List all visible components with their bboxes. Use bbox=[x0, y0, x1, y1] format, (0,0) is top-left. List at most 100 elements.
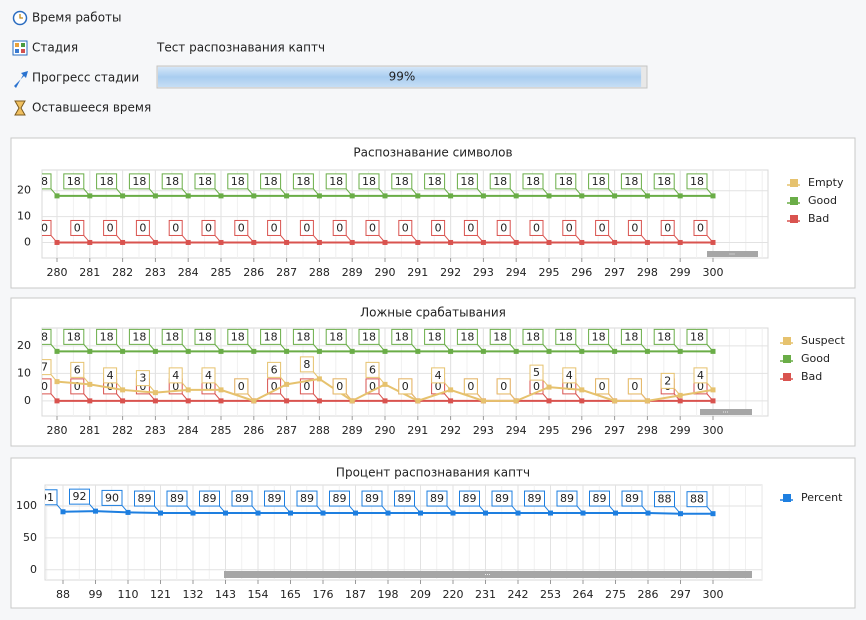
data-label: 4 bbox=[107, 369, 114, 382]
label-connector bbox=[247, 188, 255, 197]
x-tick-label: 293 bbox=[473, 424, 494, 437]
data-label: 89 bbox=[625, 492, 639, 505]
label-connector bbox=[83, 344, 91, 352]
label-connector bbox=[509, 393, 517, 402]
label-box bbox=[42, 219, 52, 236]
label-box bbox=[201, 219, 216, 236]
data-label: 8 bbox=[303, 358, 310, 371]
data-label: 18 bbox=[231, 330, 245, 343]
x-tick-label: 291 bbox=[407, 424, 428, 437]
label-connector bbox=[477, 235, 484, 243]
data-label: 0 bbox=[467, 380, 474, 393]
label-connector bbox=[149, 235, 156, 243]
stage-icon bbox=[12, 40, 28, 56]
label-connector bbox=[575, 235, 583, 243]
row-label: Прогресс стадии bbox=[32, 71, 139, 85]
label-box bbox=[69, 488, 90, 505]
label-box bbox=[627, 219, 642, 236]
data-label: 0 bbox=[369, 380, 376, 393]
label-connector bbox=[83, 235, 91, 243]
row-label: Время работы bbox=[32, 11, 122, 25]
data-label: 0 bbox=[205, 380, 212, 393]
data-label: 89 bbox=[333, 492, 347, 505]
data-label: 18 bbox=[329, 330, 343, 343]
legend-marker bbox=[790, 197, 798, 205]
label-connector bbox=[706, 382, 714, 391]
legend-label: Suspect bbox=[801, 334, 845, 347]
label-connector bbox=[251, 505, 259, 514]
data-label: 0 bbox=[435, 221, 442, 234]
x-tick-label: 300 bbox=[703, 266, 724, 279]
label-box bbox=[459, 490, 480, 507]
label-connector bbox=[608, 188, 615, 197]
label-connector bbox=[511, 505, 519, 514]
label-box bbox=[135, 219, 150, 236]
x-tick-label: 220 bbox=[443, 588, 464, 601]
legend-marker bbox=[790, 215, 798, 223]
data-label: 18 bbox=[165, 175, 179, 188]
label-box bbox=[391, 173, 413, 190]
label-connector bbox=[706, 188, 714, 197]
label-connector bbox=[411, 188, 419, 197]
x-tick-label: 297 bbox=[604, 424, 625, 437]
data-label: 0 bbox=[74, 380, 81, 393]
x-tick-label: 88 bbox=[56, 588, 70, 601]
data-label: 89 bbox=[138, 492, 152, 505]
data-label: 18 bbox=[34, 175, 48, 188]
label-connector bbox=[50, 235, 58, 243]
data-label: 0 bbox=[172, 380, 179, 393]
x-tick-label: 292 bbox=[440, 266, 461, 279]
label-box bbox=[332, 378, 347, 395]
x-tick-label: 281 bbox=[79, 424, 100, 437]
data-label: 0 bbox=[631, 221, 638, 234]
x-tick-label: 291 bbox=[407, 266, 428, 279]
data-label: 0 bbox=[533, 380, 540, 393]
x-tick-label: 165 bbox=[280, 588, 301, 601]
label-connector bbox=[378, 377, 386, 385]
label-box bbox=[63, 328, 85, 345]
label-connector bbox=[444, 235, 451, 243]
x-tick-label: 283 bbox=[145, 424, 166, 437]
label-connector bbox=[411, 393, 419, 402]
label-box bbox=[394, 490, 415, 507]
label-box bbox=[391, 328, 413, 345]
x-tick-label: 282 bbox=[112, 424, 133, 437]
data-label: 0 bbox=[402, 221, 409, 234]
data-label: 89 bbox=[560, 492, 574, 505]
y-tick-label: 0 bbox=[24, 235, 31, 248]
label-box bbox=[45, 489, 58, 506]
data-label: 0 bbox=[172, 221, 179, 234]
data-label: 6 bbox=[369, 363, 376, 376]
label-connector bbox=[280, 235, 287, 243]
data-label: 18 bbox=[296, 175, 310, 188]
data-label: 90 bbox=[105, 491, 119, 504]
y-tick-label: 50 bbox=[23, 531, 37, 544]
data-label: 89 bbox=[203, 492, 217, 505]
x-tick-label: 209 bbox=[410, 588, 431, 601]
data-label: 0 bbox=[107, 380, 114, 393]
y-tick-label: 20 bbox=[17, 184, 31, 197]
chart-title: Ложные срабатывания bbox=[360, 306, 506, 320]
x-tick-label: 293 bbox=[473, 266, 494, 279]
hourglass-icon bbox=[14, 100, 26, 116]
legend-label: Good bbox=[801, 352, 830, 365]
label-box bbox=[489, 328, 511, 345]
label-box bbox=[329, 490, 350, 507]
label-connector bbox=[247, 344, 255, 352]
x-tick-label: 281 bbox=[79, 266, 100, 279]
label-connector bbox=[313, 188, 320, 197]
data-label: 0 bbox=[402, 380, 409, 393]
data-label: 0 bbox=[599, 221, 606, 234]
data-label: 18 bbox=[493, 330, 507, 343]
label-connector bbox=[214, 235, 222, 243]
data-label: 18 bbox=[198, 330, 212, 343]
label-connector bbox=[673, 235, 681, 243]
label-connector bbox=[641, 505, 649, 514]
data-label: 18 bbox=[362, 330, 376, 343]
x-tick-label: 286 bbox=[638, 588, 659, 601]
legend-label: Percent bbox=[801, 491, 843, 504]
label-box bbox=[128, 173, 150, 190]
data-label: 0 bbox=[631, 380, 638, 393]
data-label: 0 bbox=[369, 221, 376, 234]
label-connector bbox=[181, 393, 189, 402]
